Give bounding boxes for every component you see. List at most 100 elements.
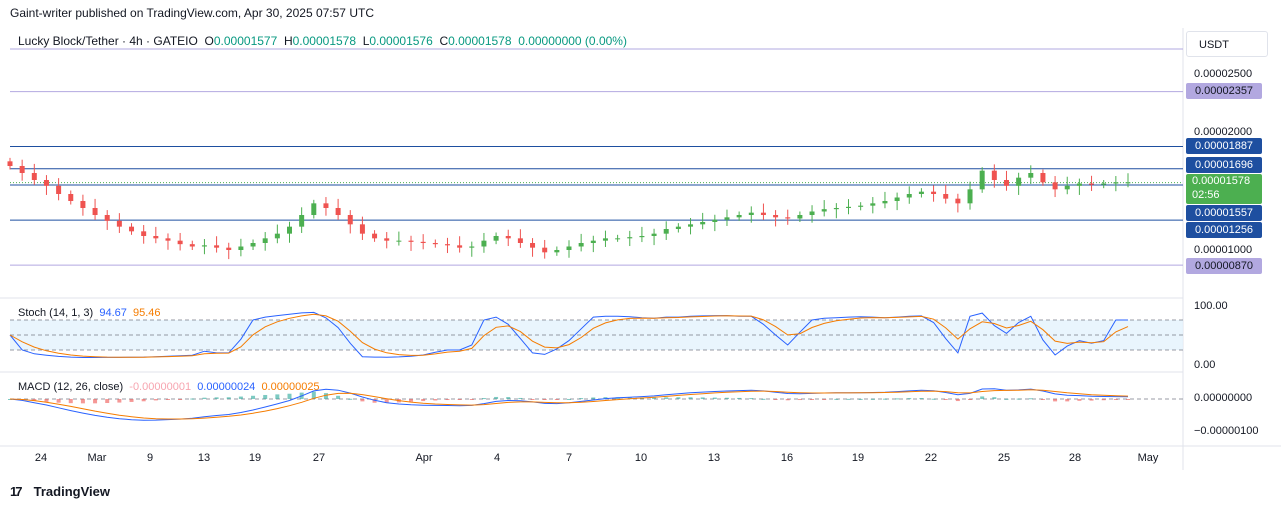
candle-body bbox=[201, 245, 207, 247]
macd-histogram-bar bbox=[421, 399, 426, 402]
candle-body bbox=[870, 203, 876, 206]
candle-body bbox=[347, 215, 353, 225]
macd-histogram-bar bbox=[858, 398, 863, 400]
macd-histogram-bar bbox=[68, 399, 73, 404]
macd-histogram-bar bbox=[494, 396, 499, 399]
candle-body bbox=[19, 166, 25, 173]
time-tick: 22 bbox=[924, 452, 938, 464]
macd-histogram-bar bbox=[238, 396, 243, 399]
macd-signal-line bbox=[9, 389, 1129, 420]
candle-body bbox=[554, 250, 560, 253]
macd-histogram-bar bbox=[445, 399, 450, 401]
macd-histogram-bar bbox=[1089, 399, 1094, 401]
macd-histogram-bar bbox=[32, 399, 37, 402]
macd-histogram-bar bbox=[834, 398, 839, 400]
candle-body bbox=[517, 238, 523, 243]
macd-histogram-bar bbox=[202, 397, 207, 399]
candle-body bbox=[432, 243, 438, 245]
candle-body bbox=[323, 203, 329, 208]
high-label: H bbox=[283, 34, 293, 48]
macd-histogram-bar bbox=[518, 397, 523, 399]
price-level-label: 0.00001887 bbox=[1186, 138, 1262, 154]
price-tick: 0.00002500 bbox=[1194, 68, 1253, 80]
macd-histogram-bar bbox=[919, 398, 924, 400]
macd-histogram-bar bbox=[1077, 399, 1082, 401]
macd-histogram-bar bbox=[676, 397, 681, 399]
macd-name: MACD (12, 26, close) bbox=[18, 381, 124, 393]
stoch-tick: 0.00 bbox=[1194, 359, 1216, 371]
candle-body bbox=[700, 222, 706, 225]
price-tick: 0.00001000 bbox=[1194, 244, 1253, 256]
macd-histogram-bar bbox=[263, 394, 268, 399]
candle-body bbox=[420, 241, 426, 243]
candle-body bbox=[736, 215, 742, 218]
candle-body bbox=[602, 238, 608, 241]
macd-histogram-bar bbox=[591, 397, 596, 399]
time-tick: 7 bbox=[565, 452, 573, 464]
candle-body bbox=[1003, 180, 1009, 186]
macd-histogram-bar bbox=[1126, 399, 1130, 400]
change-value: 0.00000000 (0.00%) bbox=[518, 34, 627, 48]
macd-histogram-bar bbox=[372, 399, 377, 403]
macd-histogram-bar bbox=[1004, 398, 1009, 400]
macd-histogram-bar bbox=[688, 397, 693, 399]
candle-body bbox=[1016, 177, 1022, 186]
candle-body bbox=[675, 226, 681, 229]
candle-body bbox=[141, 231, 147, 236]
macd-histogram-bar bbox=[943, 399, 948, 400]
candle-body bbox=[262, 238, 268, 243]
candle-body bbox=[858, 205, 864, 207]
macd-histogram-bar bbox=[287, 393, 292, 399]
candle-body bbox=[384, 238, 390, 241]
macd-histogram-bar bbox=[846, 398, 851, 400]
candle-body bbox=[104, 215, 110, 221]
candle-body bbox=[396, 240, 402, 242]
macd-histogram-bar bbox=[968, 399, 973, 400]
time-tick: 10 bbox=[634, 452, 648, 464]
candle-body bbox=[578, 243, 584, 247]
time-tick: 13 bbox=[197, 452, 211, 464]
candle-body bbox=[189, 244, 195, 247]
candle-body bbox=[68, 194, 74, 201]
macd-histogram-bar bbox=[992, 397, 997, 399]
currency-selector[interactable]: USDT bbox=[1186, 31, 1268, 57]
macd-histogram-bar bbox=[105, 399, 110, 404]
candle-body bbox=[372, 233, 378, 239]
price-level-label: 0.00000870 bbox=[1186, 258, 1262, 274]
candle-body bbox=[955, 198, 961, 204]
macd-histogram-bar bbox=[80, 399, 85, 404]
macd-histogram-bar bbox=[469, 399, 474, 400]
time-tick: 19 bbox=[248, 452, 262, 464]
candle-body bbox=[481, 240, 487, 247]
macd-histogram-bar bbox=[433, 399, 438, 401]
candle-body bbox=[1125, 182, 1131, 184]
ohlc-legend: Lucky Block/Tether · 4h · GATEIO O0.0000… bbox=[18, 34, 627, 48]
time-tick: Mar bbox=[87, 452, 107, 464]
stoch-name: Stoch (14, 1, 3) bbox=[18, 307, 94, 319]
macd-histogram-bar bbox=[348, 398, 353, 400]
stoch-legend: Stoch (14, 1, 3) 94.67 95.46 bbox=[18, 307, 161, 319]
time-tick: 24 bbox=[34, 452, 48, 464]
macd-histogram-bar bbox=[1028, 398, 1033, 400]
last-price-value: 0.00001578 bbox=[1192, 175, 1251, 187]
macd-histogram-bar bbox=[336, 395, 341, 399]
candle-body bbox=[1064, 185, 1070, 190]
macd-histogram-bar bbox=[724, 397, 729, 399]
macd-histogram-bar bbox=[810, 399, 815, 400]
macd-histogram-bar bbox=[761, 398, 766, 400]
macd-histogram-bar bbox=[931, 398, 936, 400]
candle-body bbox=[299, 215, 305, 227]
candle-body bbox=[882, 201, 888, 204]
macd-histogram-bar bbox=[1101, 399, 1106, 401]
macd-histogram-bar bbox=[797, 399, 802, 401]
candle-body bbox=[663, 229, 669, 234]
candle-body bbox=[797, 215, 803, 219]
candle-body bbox=[408, 240, 414, 242]
candle-body bbox=[566, 246, 572, 250]
macd-histogram-bar bbox=[603, 397, 608, 399]
macd-histogram-bar bbox=[251, 395, 256, 399]
candle-body bbox=[688, 224, 694, 227]
candle-body bbox=[724, 217, 730, 220]
candle-body bbox=[226, 247, 232, 250]
